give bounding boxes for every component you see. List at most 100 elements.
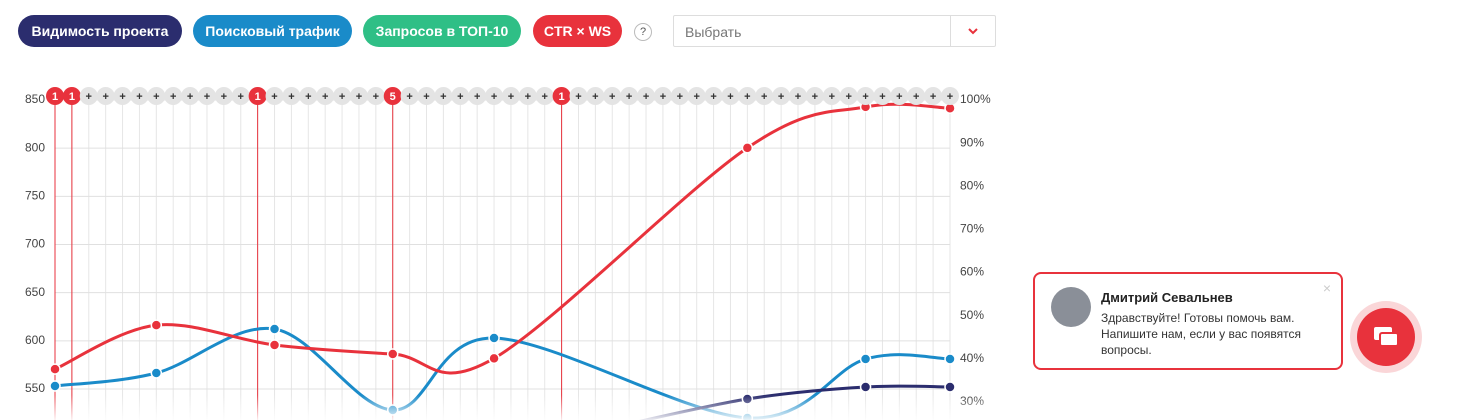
toggle-button[interactable]: Запросов в ТОП-10	[363, 15, 521, 47]
event-label: +	[271, 91, 277, 103]
data-point	[944, 353, 956, 365]
event-marker	[130, 87, 149, 105]
avatar	[1051, 287, 1091, 327]
event-marker	[907, 87, 926, 105]
event-label: +	[592, 91, 598, 103]
event-marker	[181, 87, 200, 105]
y2-tick-label: 70%	[960, 222, 984, 236]
y2-tick-label: 100%	[960, 92, 991, 106]
event-marker	[434, 87, 453, 105]
data-point	[944, 381, 956, 393]
event-marker	[214, 87, 233, 105]
event-marker	[620, 87, 639, 105]
event-marker	[721, 87, 740, 105]
event-label: +	[947, 91, 953, 103]
event-label: +	[693, 91, 699, 103]
event-label: +	[187, 91, 193, 103]
data-point	[268, 323, 281, 335]
event-label: 1	[255, 91, 261, 103]
y2-tick-label: 40%	[960, 351, 984, 365]
event-marker	[113, 87, 132, 105]
fade	[0, 395, 1300, 420]
event-marker	[400, 87, 419, 105]
event-marker	[164, 87, 183, 105]
event-marker	[46, 87, 64, 105]
event-marker	[789, 87, 808, 105]
toggle-button[interactable]: Поисковый трафик	[193, 15, 352, 47]
event-label: 1	[69, 91, 75, 103]
chat-name: Дмитрий Севальнев	[1101, 290, 1233, 305]
event-label: +	[153, 91, 159, 103]
event-label: +	[373, 91, 379, 103]
event-marker	[383, 87, 402, 105]
chat-button-core	[1357, 308, 1415, 366]
event-marker	[197, 87, 216, 105]
event-label: +	[508, 91, 514, 103]
event-marker	[501, 87, 520, 105]
event-marker	[653, 87, 672, 105]
event-label: +	[862, 91, 868, 103]
chat-message: Здравствуйте! Готовы помочь вам. Напишите…	[1101, 310, 1301, 358]
y-tick-label: 600	[25, 333, 45, 347]
event-label: +	[541, 91, 547, 103]
data-point	[268, 339, 281, 351]
select-placeholder: Выбрать	[685, 24, 742, 40]
plot	[49, 101, 956, 420]
event-marker	[569, 87, 588, 105]
event-label: +	[795, 91, 801, 103]
event-label: +	[879, 91, 885, 103]
toggle-button[interactable]: Видимость проекта	[18, 15, 182, 47]
event-marker	[62, 87, 81, 105]
event-marker	[485, 87, 504, 105]
event-marker	[552, 87, 571, 105]
message-line: вопросы.	[1101, 343, 1152, 357]
event-marker	[333, 87, 352, 105]
event-label: +	[170, 91, 176, 103]
event-label: +	[204, 91, 210, 103]
event-label: +	[575, 91, 581, 103]
event-label: +	[525, 91, 531, 103]
data-point	[488, 352, 500, 365]
close-button[interactable]: ×	[1322, 280, 1331, 296]
event-marker	[687, 87, 706, 105]
data-point	[386, 348, 399, 360]
data-point	[741, 142, 754, 154]
event-label: +	[322, 91, 328, 103]
event-marker	[96, 87, 115, 105]
chat-icon	[1374, 327, 1399, 347]
event-label: 1	[559, 91, 565, 103]
event-marker	[637, 87, 656, 105]
y-tick-label: 750	[25, 189, 45, 203]
event-label: +	[474, 91, 480, 103]
event-label: +	[491, 91, 497, 103]
y-tick-label: 800	[25, 140, 45, 154]
event-label: +	[238, 91, 244, 103]
data-point	[488, 332, 500, 344]
event-marker	[468, 87, 487, 105]
event-label: +	[744, 91, 750, 103]
event-marker	[366, 87, 385, 105]
event-marker	[822, 87, 841, 105]
message-line: Напишите нам, если у вас появятся	[1101, 327, 1302, 341]
event-marker	[772, 87, 791, 105]
event-label: +	[896, 91, 902, 103]
event-marker	[856, 87, 875, 105]
chat-button[interactable]	[1350, 301, 1422, 373]
help-icon[interactable]: ?	[634, 23, 652, 41]
event-label: 1	[52, 91, 58, 103]
event-marker	[873, 87, 892, 105]
data-point	[150, 367, 163, 379]
event-label: +	[812, 91, 818, 103]
chat-popup[interactable]: Дмитрий Севальнев Здравствуйте! Готовы п…	[1033, 272, 1343, 370]
y-tick-label: 650	[25, 285, 45, 299]
event-marker	[451, 87, 470, 105]
event-label: +	[913, 91, 919, 103]
event-label: +	[102, 91, 108, 103]
event-label: +	[305, 91, 311, 103]
toggle-button[interactable]: CTR × WS	[533, 15, 622, 47]
select[interactable]: Выбрать	[673, 15, 996, 47]
event-marker	[941, 87, 959, 105]
event-marker	[417, 87, 436, 105]
select-arrow[interactable]	[950, 16, 995, 46]
